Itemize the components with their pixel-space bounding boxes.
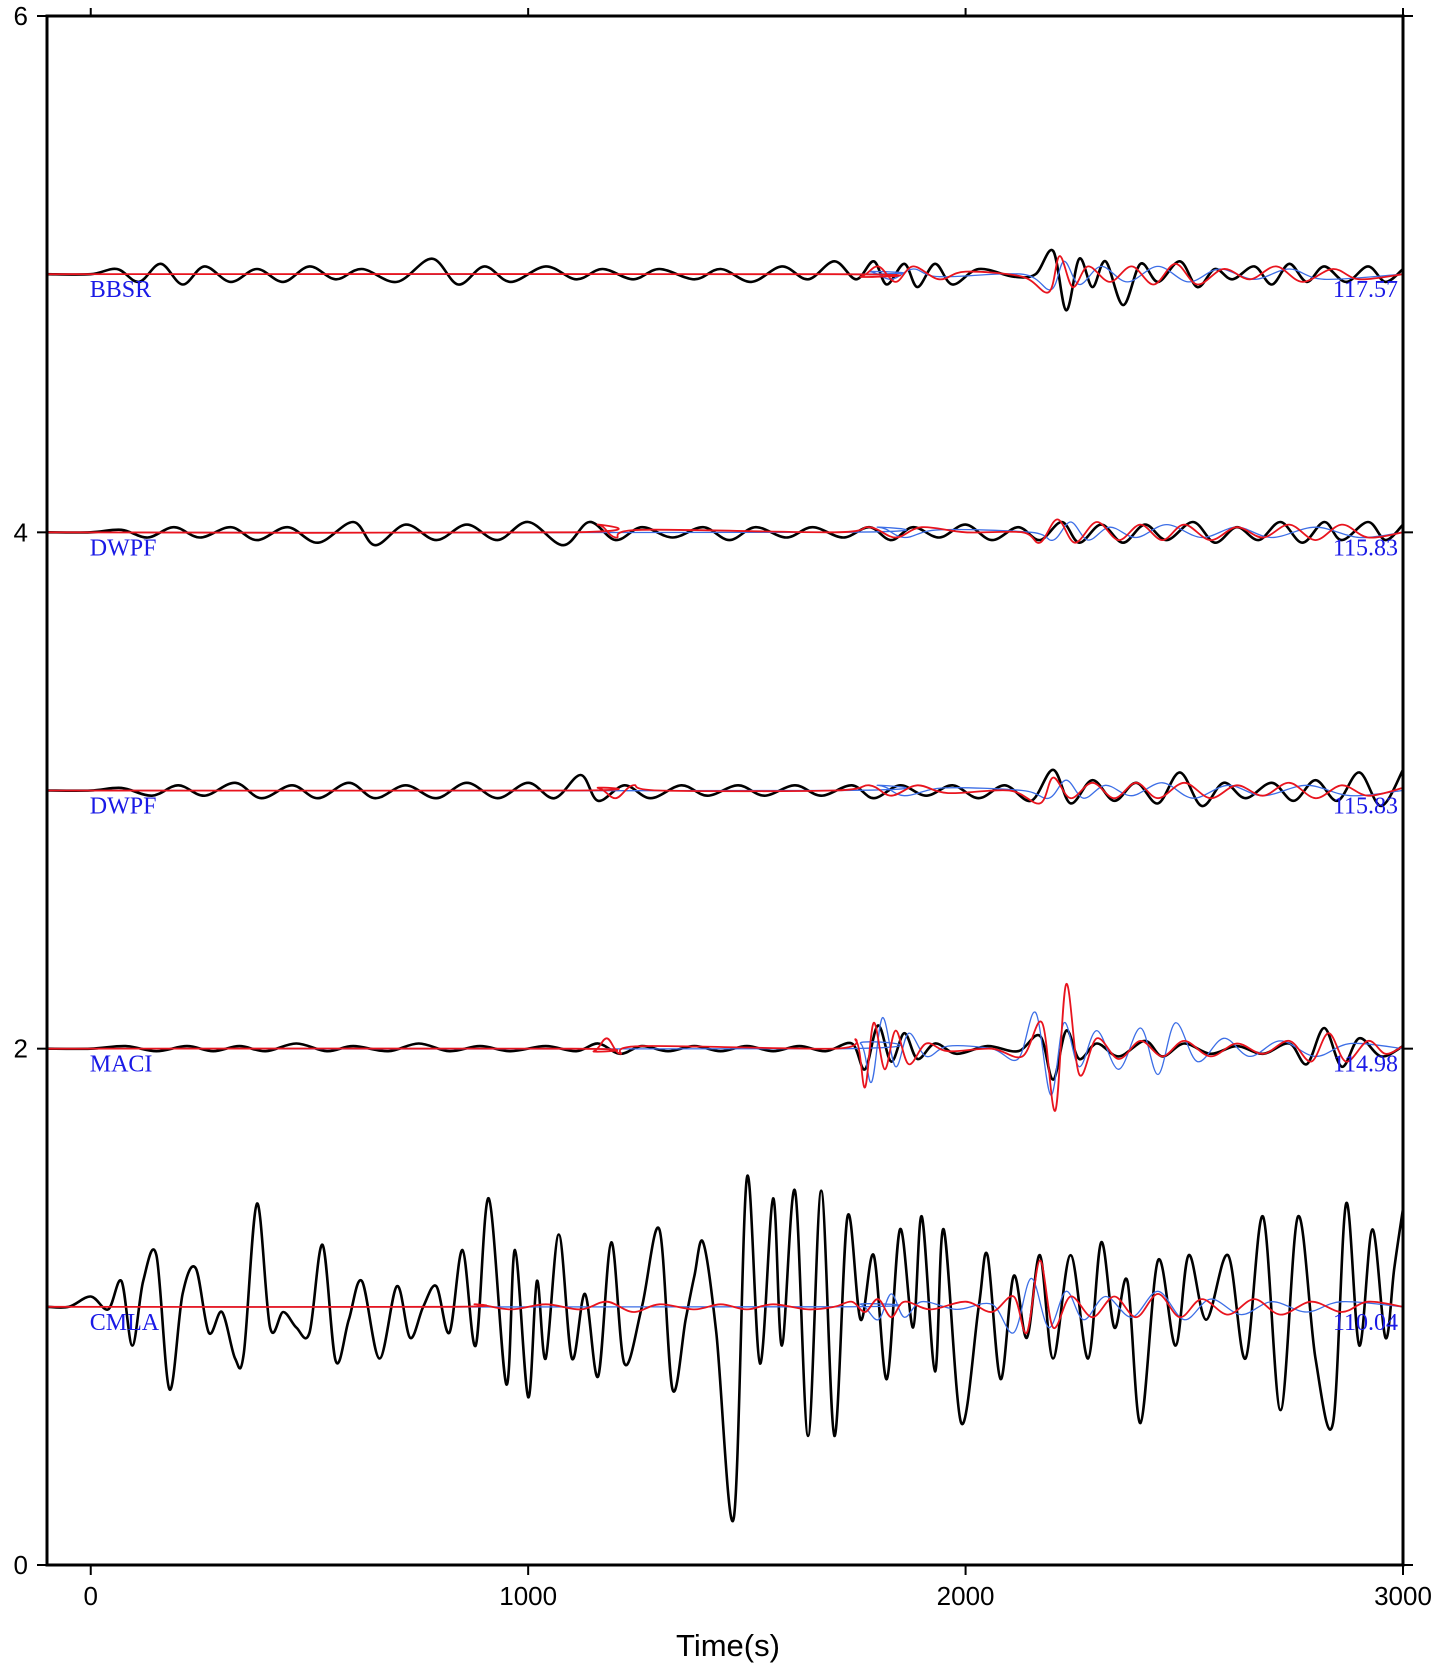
station-label: MACI: [90, 1052, 153, 1078]
x-tick-label: 1000: [499, 1581, 557, 1611]
synthetic-waveform-blue: [46, 779, 1404, 800]
distance-label: 115.83: [1333, 535, 1398, 561]
observed-waveform: [46, 768, 1405, 808]
x-axis-title: Time(s): [676, 1628, 780, 1663]
synthetic-waveform-red: [46, 776, 1404, 805]
synthetic-waveform-red: [46, 983, 1404, 1112]
station-label: DWPF: [90, 794, 157, 820]
synthetic-waveform-blue: [46, 1277, 1404, 1334]
synthetic-waveform-blue: [46, 521, 1404, 541]
y-tick-label: 6: [14, 1, 28, 31]
distance-label: 115.83: [1333, 794, 1398, 820]
synthetic-waveform-red: [46, 1259, 1404, 1334]
traces-layer: [46, 248, 1405, 1523]
x-tick-label: 0: [84, 1581, 98, 1611]
trace-bbsr-0: [46, 248, 1404, 312]
distance-label: 117.57: [1333, 277, 1398, 303]
trace-maci-3: [46, 983, 1404, 1112]
y-tick-label: 0: [14, 1550, 28, 1580]
trace-dwpf-2: [46, 768, 1405, 808]
synthetic-waveform-red: [46, 518, 1404, 544]
distance-label: 114.98: [1333, 1052, 1398, 1078]
axes-layer: 0 1000 2000 3000 0 2 4 6: [14, 1, 1432, 1611]
observed-waveform: [46, 1024, 1404, 1081]
observed-waveform: [46, 1174, 1405, 1523]
trace-dwpf-1: [46, 518, 1404, 547]
x-tick-label: 3000: [1374, 1581, 1432, 1611]
trace-labels-layer: BBSR 117.57 DWPF 115.83 DWPF 115.83 MACI 114.98…: [90, 277, 1398, 1336]
station-label: CMLA: [90, 1310, 160, 1336]
trace-cmla-4: [46, 1174, 1405, 1523]
distance-label: 110.04: [1333, 1310, 1398, 1336]
y-tick-label: 2: [14, 1034, 28, 1064]
station-label: DWPF: [90, 535, 157, 561]
plot-frame: [45, 14, 1405, 1567]
y-tick-label: 4: [14, 517, 28, 547]
x-tick-label: 2000: [937, 1581, 995, 1611]
observed-waveform: [46, 520, 1404, 547]
synthetic-waveform-red: [46, 255, 1404, 294]
synthetic-waveform-blue: [46, 1011, 1404, 1096]
station-label: BBSR: [90, 277, 151, 303]
